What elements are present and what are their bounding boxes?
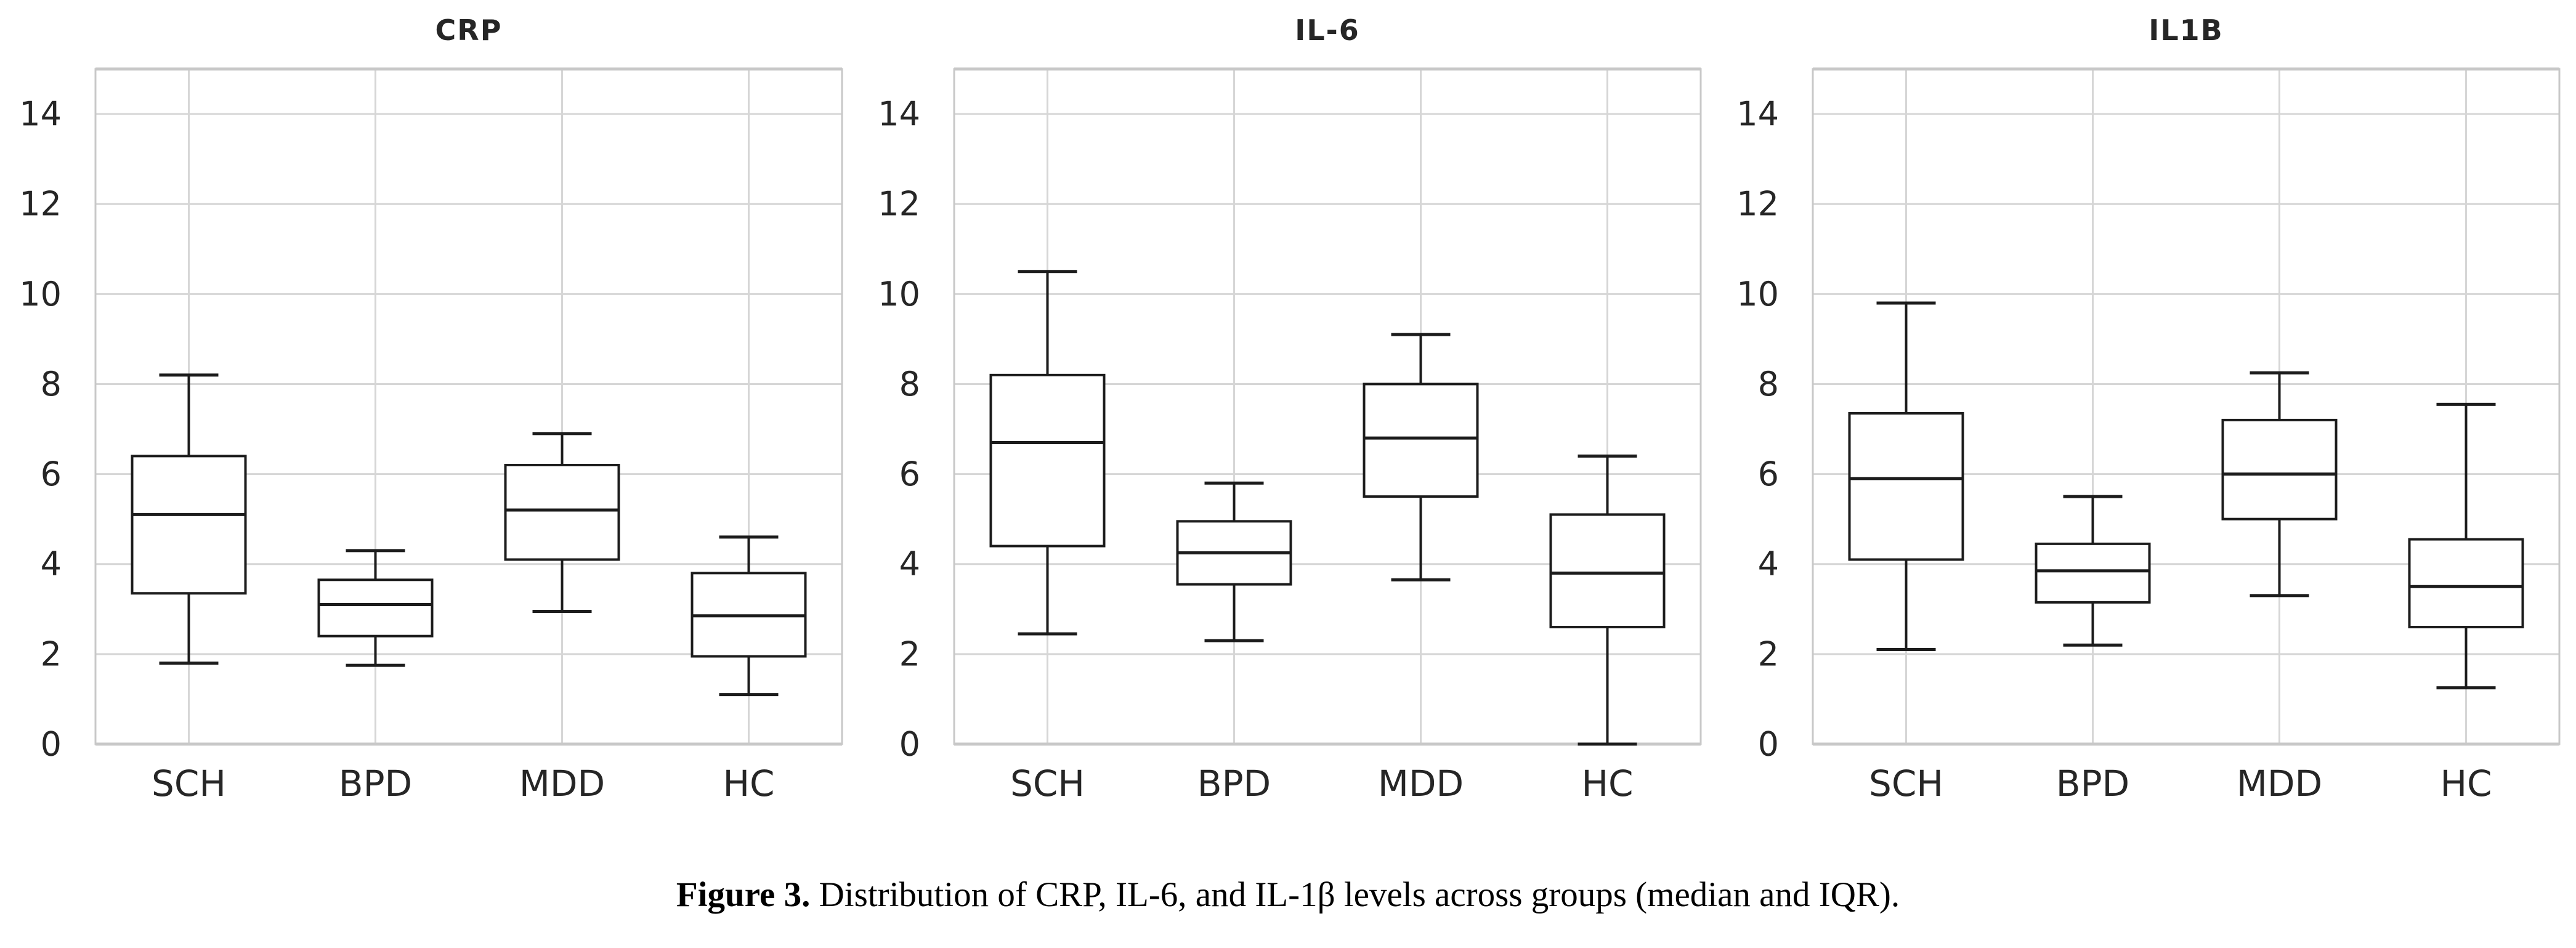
boxplot-mdd — [1363, 333, 1479, 581]
x-axis: SCH BPD MDD HC — [1010, 763, 1634, 804]
y-tick-label-14: 14 — [1736, 95, 1779, 134]
panel-il1b: IL1B 0 2 4 6 8 10 12 14 SCH BPD MDD HC — [1717, 0, 2576, 825]
y-tick-label-12: 12 — [1736, 185, 1779, 224]
boxplot-mdd — [504, 432, 620, 613]
boxplot-sch — [131, 373, 247, 665]
y-tick-label-4: 4 — [899, 545, 920, 583]
x-tick-label-hc: HC — [2440, 763, 2492, 804]
boxplot-hc — [2408, 402, 2524, 690]
panel-title-il1b: IL1B — [2149, 14, 2224, 47]
figure-caption: Figure 3. Distribution of CRP, IL-6, and… — [0, 875, 2576, 915]
x-tick-label-mdd: MDD — [519, 763, 605, 804]
boxplot-sch — [989, 270, 1106, 636]
panel-title-il6: IL-6 — [1295, 14, 1360, 47]
plot-background — [1813, 69, 2559, 744]
y-tick-label-6: 6 — [41, 455, 62, 493]
y-tick-label-4: 4 — [1758, 545, 1779, 583]
grid — [95, 69, 842, 745]
plot-border — [94, 67, 843, 746]
x-tick-label-sch: SCH — [1869, 763, 1943, 804]
y-tick-label-12: 12 — [19, 185, 62, 224]
x-tick-label-bpd: BPD — [1197, 763, 1271, 804]
y-tick-label-0: 0 — [1758, 725, 1779, 764]
y-tick-label-6: 6 — [899, 455, 920, 493]
y-tick-label-8: 8 — [1758, 365, 1779, 403]
iqr-box — [1848, 411, 1964, 561]
panel-crp: CRP 0 2 4 6 8 10 12 14 SCH BPD MDD HC — [0, 0, 859, 825]
boxplot-bpd — [2035, 495, 2151, 647]
y-tick-label-10: 10 — [19, 275, 62, 314]
y-tick-label-2: 2 — [899, 634, 920, 673]
y-axis: 0 2 4 6 8 10 12 14 — [1736, 95, 1779, 764]
il6-boxplot-chart: 0 2 4 6 8 10 12 14 SCH BPD MDD HC — [878, 67, 1702, 804]
caption-text: Distribution of CRP, IL-6, and IL-1β lev… — [810, 875, 1900, 914]
x-tick-label-hc: HC — [723, 763, 774, 804]
y-tick-label-8: 8 — [41, 365, 62, 403]
plot-border — [1812, 67, 2561, 746]
y-tick-label-8: 8 — [899, 365, 920, 403]
y-tick-label-10: 10 — [1736, 275, 1779, 314]
boxplot-mdd — [2221, 371, 2338, 598]
y-axis: 0 2 4 6 8 10 12 14 — [19, 95, 62, 764]
iqr-box — [2035, 542, 2151, 604]
boxplot-sch — [1848, 301, 1964, 652]
iqr-box — [2221, 418, 2338, 521]
crp-boxplot-chart: 0 2 4 6 8 10 12 14 SCH BPD MDD HC — [19, 67, 843, 804]
iqr-box — [2408, 538, 2524, 629]
boxplot-hc — [1549, 454, 1666, 746]
x-tick-label-sch: SCH — [1010, 763, 1085, 804]
caption-label: Figure 3. — [676, 875, 811, 914]
y-tick-label-4: 4 — [41, 545, 62, 583]
panel-il6: IL-6 0 2 4 6 8 10 12 14 SCH BPD MDD HC — [859, 0, 1717, 825]
x-tick-label-mdd: MDD — [2237, 763, 2322, 804]
x-tick-label-hc: HC — [1581, 763, 1633, 804]
plot-border — [953, 67, 1702, 746]
iqr-box — [1363, 383, 1479, 498]
x-tick-label-bpd: BPD — [2056, 763, 2129, 804]
panel-title-crp: CRP — [435, 14, 503, 47]
x-tick-label-bpd: BPD — [339, 763, 412, 804]
x-axis: SCH BPD MDD HC — [1869, 763, 2492, 804]
boxplot-bpd — [1176, 481, 1292, 642]
iqr-box — [989, 373, 1106, 548]
y-tick-label-10: 10 — [878, 275, 920, 314]
x-axis: SCH BPD MDD HC — [152, 763, 775, 804]
iqr-box — [317, 578, 434, 638]
boxplot-bpd — [317, 549, 434, 667]
y-tick-label-0: 0 — [899, 725, 920, 764]
x-tick-label-sch: SCH — [152, 763, 226, 804]
y-tick-label-12: 12 — [878, 185, 920, 224]
y-tick-label-2: 2 — [41, 634, 62, 673]
y-tick-label-14: 14 — [878, 95, 920, 134]
x-tick-label-mdd: MDD — [1378, 763, 1464, 804]
iqr-box — [1549, 513, 1666, 629]
y-tick-label-0: 0 — [41, 725, 62, 764]
iqr-box — [504, 463, 620, 561]
y-tick-label-14: 14 — [19, 95, 62, 134]
y-axis: 0 2 4 6 8 10 12 14 — [878, 95, 920, 764]
iqr-box — [131, 455, 247, 595]
boxplot-hc — [691, 535, 807, 697]
y-tick-label-6: 6 — [1758, 455, 1779, 493]
il1b-boxplot-chart: 0 2 4 6 8 10 12 14 SCH BPD MDD HC — [1736, 67, 2561, 804]
y-tick-label-2: 2 — [1758, 634, 1779, 673]
